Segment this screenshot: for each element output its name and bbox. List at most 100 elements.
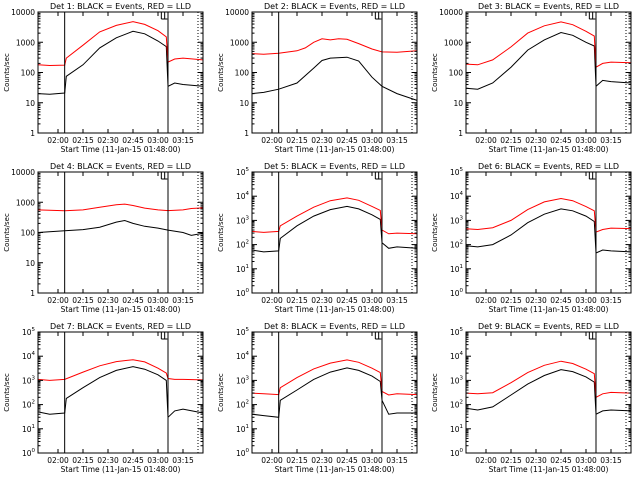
x-axis-label: Start Time (11-Jan-15 01:48:00)	[61, 145, 181, 154]
x-tick-label: 02:15	[286, 456, 308, 465]
x-tick-label: 02:45	[550, 136, 572, 145]
y-tick-label: 10	[25, 259, 35, 268]
x-tick-label: 02:15	[72, 136, 94, 145]
y-axis-label: Counts/sec	[3, 53, 11, 92]
x-axis-label: Start Time (11-Jan-15 01:48:00)	[275, 145, 395, 154]
events-series-line	[251, 367, 417, 418]
chart-title: Det 8: BLACK = Events, RED = LLD	[264, 322, 405, 331]
y-tick-label: 104	[236, 351, 250, 361]
x-tick-label: 02:00	[475, 136, 497, 145]
y-tick-exponent: 3	[460, 375, 464, 381]
y-axis-label: Counts/sec	[217, 373, 225, 412]
chart-title: Det 4: BLACK = Events, RED = LLD	[50, 162, 191, 171]
y-tick-label: 102	[236, 240, 249, 250]
y-tick-label: 100	[450, 288, 464, 298]
y-tick-label: 100	[450, 448, 464, 458]
y-tick-label: 102	[22, 400, 35, 410]
x-axis-label: Start Time (11-Jan-15 01:48:00)	[489, 145, 609, 154]
x-tick-label: 02:15	[500, 456, 522, 465]
x-axis-label: Start Time (11-Jan-15 01:48:00)	[489, 305, 609, 314]
y-tick-label: 1	[458, 129, 463, 138]
plot-frame	[465, 171, 632, 294]
y-tick-exponent: 2	[246, 240, 250, 246]
x-tick-label: 03:00	[361, 296, 383, 305]
lld-series-line	[251, 359, 418, 396]
events-series-line	[465, 208, 632, 254]
x-tick-label: 02:30	[311, 136, 333, 145]
x-tick-label: 03:00	[575, 456, 597, 465]
lld-series-line	[465, 197, 632, 233]
y-axis-label: Counts/sec	[431, 213, 439, 252]
x-tick-label: 03:00	[361, 456, 383, 465]
x-tick-label: 03:15	[172, 136, 194, 145]
plot-frame	[251, 11, 418, 134]
x-tick-label: 02:30	[97, 296, 119, 305]
y-tick-exponent: 3	[246, 215, 250, 221]
x-axis-label: Start Time (11-Jan-15 01:48:00)	[275, 465, 395, 474]
x-axis-label: Start Time (11-Jan-15 01:48:00)	[489, 465, 609, 474]
x-tick-label: 02:45	[122, 136, 144, 145]
y-tick-label: 1000	[230, 38, 249, 47]
y-tick-label: 1000	[16, 198, 35, 207]
x-tick-label: 03:15	[600, 456, 622, 465]
y-tick-label: 103	[236, 215, 250, 225]
y-tick-exponent: 1	[32, 424, 36, 430]
chart-title: Det 3: BLACK = Events, RED = LLD	[478, 2, 619, 11]
events-series-line	[465, 31, 632, 90]
plot-frame	[251, 331, 418, 454]
y-tick-label: 10000	[11, 168, 35, 177]
x-tick-label: 02:15	[500, 296, 522, 305]
plot-frame	[37, 11, 204, 134]
y-axis-label: Counts/sec	[3, 213, 11, 252]
y-tick-label: 100	[236, 288, 250, 298]
plot-frame	[37, 331, 204, 454]
events-series-line	[37, 366, 204, 419]
y-tick-label: 105	[22, 327, 36, 337]
y-tick-exponent: 0	[246, 448, 250, 454]
y-tick-exponent: 0	[246, 288, 250, 294]
y-tick-exponent: 2	[32, 400, 36, 406]
y-tick-label: 105	[236, 167, 250, 177]
x-tick-label: 02:45	[336, 296, 358, 305]
y-axis-label: Counts/sec	[217, 213, 225, 252]
y-tick-label: 103	[22, 375, 36, 385]
y-tick-exponent: 5	[246, 167, 250, 173]
y-tick-exponent: 4	[246, 191, 250, 197]
y-tick-label: 101	[236, 424, 249, 434]
y-tick-exponent: 2	[246, 400, 250, 406]
x-tick-label: 02:30	[525, 296, 547, 305]
x-tick-label: 02:15	[286, 136, 308, 145]
x-tick-label: 03:00	[147, 136, 169, 145]
y-tick-exponent: 0	[460, 288, 464, 294]
x-axis-label: Start Time (11-Jan-15 01:48:00)	[61, 305, 181, 314]
x-tick-label: 02:15	[72, 456, 94, 465]
y-tick-label: 101	[22, 424, 35, 434]
y-tick-label: 1000	[16, 38, 35, 47]
x-tick-label: 03:15	[386, 456, 408, 465]
x-axis-label: Start Time (11-Jan-15 01:48:00)	[275, 305, 395, 314]
x-tick-label: 02:45	[550, 456, 572, 465]
y-axis-label: Counts/sec	[431, 373, 439, 412]
y-tick-label: 100	[21, 69, 36, 78]
x-tick-label: 02:00	[475, 296, 497, 305]
x-tick-label: 03:15	[600, 296, 622, 305]
x-tick-label: 02:15	[286, 296, 308, 305]
y-tick-exponent: 5	[460, 167, 464, 173]
x-tick-label: 02:30	[525, 136, 547, 145]
x-tick-label: 02:30	[311, 456, 333, 465]
x-axis-label: Start Time (11-Jan-15 01:48:00)	[61, 465, 181, 474]
y-tick-label: 1	[244, 129, 249, 138]
y-tick-label: 100	[22, 448, 36, 458]
y-tick-label: 105	[450, 327, 464, 337]
events-series-line	[37, 219, 204, 236]
x-tick-label: 02:30	[311, 296, 333, 305]
lld-series-line	[37, 203, 204, 212]
x-tick-label: 02:30	[97, 136, 119, 145]
x-tick-label: 03:15	[600, 136, 622, 145]
